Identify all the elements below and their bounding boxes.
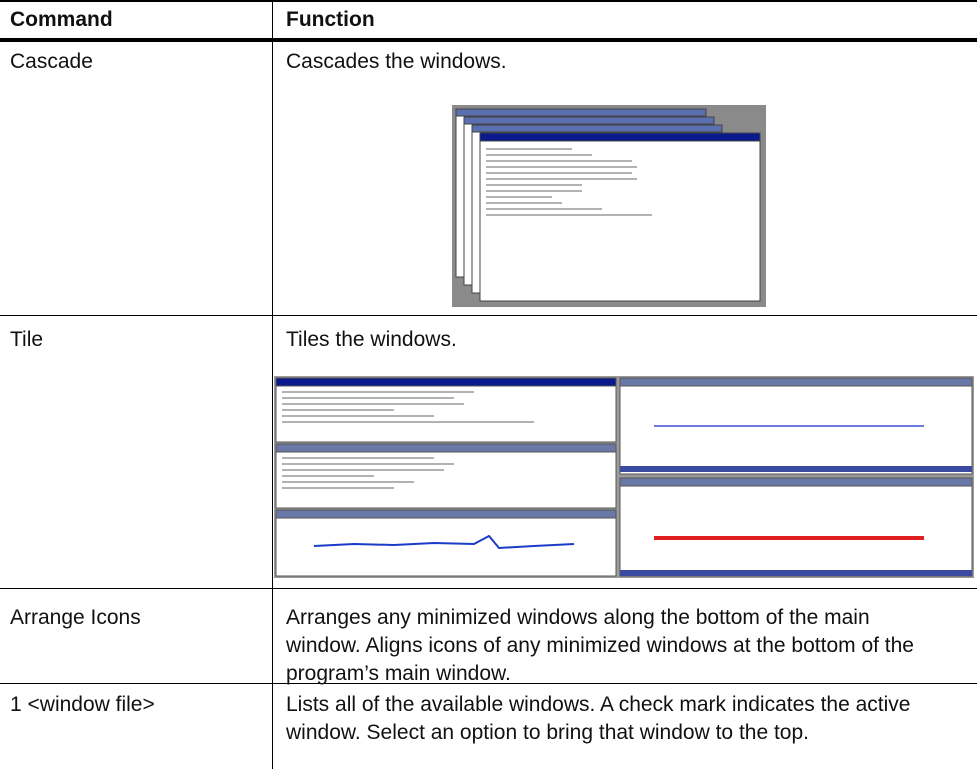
function-cell: Tiles the windows. xyxy=(286,328,457,351)
function-cell: Lists all of the available windows. A ch… xyxy=(286,693,911,744)
row-rule xyxy=(0,588,977,589)
header-rule xyxy=(0,38,977,42)
header-cell: Command xyxy=(10,8,113,31)
function-cell: Arranges any minimized windows along the… xyxy=(286,606,914,685)
column-rule xyxy=(272,0,273,769)
row-rule xyxy=(0,683,977,684)
command-cell: Cascade xyxy=(10,50,93,73)
command-cell: Tile xyxy=(10,328,44,351)
row-rule xyxy=(0,315,977,316)
cascade-screenshot xyxy=(452,105,766,307)
function-cell: Cascades the windows. xyxy=(286,50,507,73)
command-cell: 1 <window file> xyxy=(10,693,155,716)
header-cell: Function xyxy=(286,8,375,31)
top-rule xyxy=(0,0,977,2)
tile-screenshot xyxy=(274,376,974,578)
command-cell: Arrange Icons xyxy=(10,606,141,629)
